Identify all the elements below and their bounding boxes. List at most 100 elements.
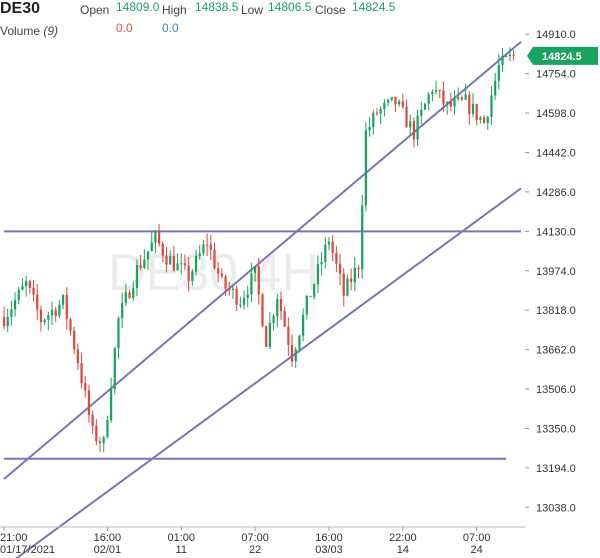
candle — [320, 252, 323, 276]
candle — [364, 122, 368, 212]
y-tick-label: 13662.0 — [536, 345, 576, 357]
volume-value-2: 0.0 — [162, 21, 179, 35]
candle — [235, 285, 238, 312]
candle-body — [106, 420, 109, 437]
candle-body — [335, 252, 338, 264]
candle-body — [235, 288, 238, 305]
candle-body — [213, 249, 216, 269]
candle — [294, 346, 297, 369]
y-tick-label: 14598.0 — [536, 108, 576, 120]
candle-body — [146, 251, 150, 260]
candle-body — [434, 90, 438, 92]
trendline-0[interactable] — [3, 41, 522, 480]
candle-body — [327, 241, 331, 245]
candle — [183, 254, 187, 271]
candle — [205, 233, 209, 257]
trendline-1[interactable] — [4, 187, 522, 558]
candle — [342, 268, 345, 307]
candle-body — [50, 309, 54, 316]
candle — [372, 109, 375, 135]
candle — [73, 326, 76, 355]
candle — [106, 415, 109, 439]
candle-body — [486, 116, 489, 124]
open-value: 14809.0 — [116, 0, 160, 14]
candle-body — [457, 97, 460, 100]
candle — [6, 308, 9, 333]
candle — [276, 293, 279, 328]
candle-body — [84, 383, 87, 391]
candle-body — [494, 80, 497, 96]
x-tick-time: 07:00 — [241, 532, 269, 544]
candle — [335, 245, 338, 273]
candle — [479, 115, 482, 124]
candle-body — [6, 316, 9, 327]
candle — [490, 86, 493, 126]
candle — [135, 259, 139, 296]
candle-body — [497, 65, 500, 81]
candle-body — [220, 273, 223, 277]
candle — [497, 54, 500, 90]
candle — [416, 109, 419, 147]
y-tick-label: 13818.0 — [536, 305, 576, 317]
candle — [460, 95, 464, 101]
candle-body — [43, 319, 46, 323]
y-tick-label: 13974.0 — [536, 266, 576, 278]
candle — [17, 286, 20, 305]
candle-body — [36, 294, 39, 310]
candle-body — [357, 267, 360, 270]
volume-value-1: 0.0 — [116, 21, 133, 35]
candle-body — [427, 94, 430, 104]
candle-body — [416, 115, 419, 140]
candle — [194, 249, 198, 276]
candle — [313, 283, 316, 300]
candle — [394, 96, 397, 113]
candle — [327, 236, 331, 251]
candle-body — [309, 295, 312, 297]
candle — [298, 334, 301, 353]
candle-body — [338, 263, 342, 274]
candle — [47, 311, 50, 331]
candle-body — [102, 436, 105, 444]
candle — [161, 241, 164, 263]
candle — [25, 275, 28, 297]
candle-body — [250, 273, 253, 295]
candle-body — [135, 264, 139, 289]
candle-body — [228, 288, 231, 291]
candle — [28, 279, 31, 294]
candle-body — [76, 349, 79, 364]
candle — [84, 376, 87, 398]
y-tick-label: 14910.0 — [536, 29, 576, 41]
candle-body — [109, 389, 113, 421]
candle — [109, 377, 113, 423]
candle-body — [405, 106, 408, 128]
candle — [423, 102, 427, 111]
y-tick-label: 13350.0 — [536, 423, 576, 435]
candle-body — [10, 309, 13, 317]
candle — [261, 292, 264, 328]
candle-body — [194, 255, 198, 272]
candle — [143, 249, 146, 270]
last-price-value: 14824.5 — [542, 51, 582, 63]
candle — [420, 101, 423, 124]
candle-body — [180, 263, 183, 265]
close-label: Close — [315, 3, 346, 17]
candle-body — [191, 271, 194, 282]
candle — [287, 317, 290, 356]
candle-body — [460, 97, 464, 100]
candle-body — [58, 304, 61, 316]
candle-body — [39, 309, 43, 323]
candle-body — [442, 90, 445, 105]
candle-body — [69, 319, 72, 331]
high-label: High — [162, 3, 187, 17]
candle — [512, 50, 515, 61]
candle — [191, 268, 194, 286]
y-tick-label: 14286.0 — [536, 187, 576, 199]
candle-body — [501, 56, 504, 66]
candle-body — [449, 102, 452, 107]
candle — [357, 264, 360, 279]
candle-body — [342, 273, 345, 296]
close-value: 14824.5 — [352, 0, 396, 14]
candle-body — [165, 255, 168, 265]
candle-body — [113, 348, 116, 390]
